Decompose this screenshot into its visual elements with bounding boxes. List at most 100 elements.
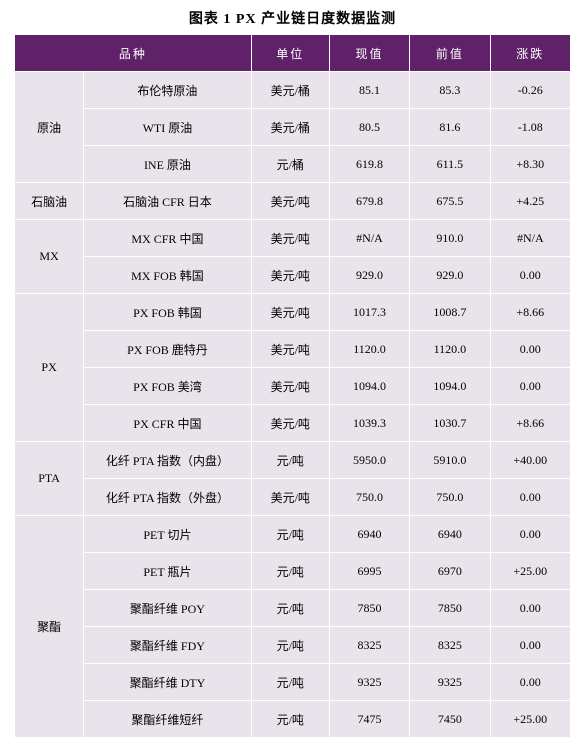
category-cell: 石脑油: [15, 183, 84, 220]
table-row: PX CFR 中国美元/吨1039.31030.7+8.66: [15, 405, 571, 442]
unit-cell: 美元/吨: [251, 183, 329, 220]
table-row: PXPX FOB 韩国美元/吨1017.31008.7+8.66: [15, 294, 571, 331]
item-cell: PX FOB 鹿特丹: [84, 331, 251, 368]
previous-cell: 6970: [410, 553, 490, 590]
current-cell: 1120.0: [329, 331, 409, 368]
item-cell: 化纤 PTA 指数（外盘）: [84, 479, 251, 516]
previous-cell: 611.5: [410, 146, 490, 183]
unit-cell: 元/吨: [251, 664, 329, 701]
change-cell: +25.00: [490, 701, 570, 738]
unit-cell: 美元/吨: [251, 294, 329, 331]
table-row: 聚酯PET 切片元/吨694069400.00: [15, 516, 571, 553]
item-cell: PX FOB 韩国: [84, 294, 251, 331]
previous-cell: 8325: [410, 627, 490, 664]
category-cell: PTA: [15, 442, 84, 516]
change-cell: #N/A: [490, 220, 570, 257]
unit-cell: 美元/吨: [251, 368, 329, 405]
change-cell: -0.26: [490, 72, 570, 109]
previous-cell: 1120.0: [410, 331, 490, 368]
change-cell: +8.30: [490, 146, 570, 183]
change-cell: 0.00: [490, 516, 570, 553]
table-container: 图表 1 PX 产业链日度数据监测 品种 单位 现值 前值 涨跌 原油布伦特原油…: [0, 0, 585, 752]
item-cell: 聚酯纤维 POY: [84, 590, 251, 627]
change-cell: 0.00: [490, 368, 570, 405]
current-cell: #N/A: [329, 220, 409, 257]
unit-cell: 美元/吨: [251, 257, 329, 294]
table-header-row: 品种 单位 现值 前值 涨跌: [15, 35, 571, 72]
current-cell: 7850: [329, 590, 409, 627]
item-cell: 聚酯纤维 FDY: [84, 627, 251, 664]
table-row: 聚酯纤维 FDY元/吨832583250.00: [15, 627, 571, 664]
previous-cell: 81.6: [410, 109, 490, 146]
current-cell: 80.5: [329, 109, 409, 146]
previous-cell: 7450: [410, 701, 490, 738]
category-cell: 聚酯: [15, 516, 84, 738]
item-cell: PX FOB 美湾: [84, 368, 251, 405]
col-header-current: 现值: [329, 35, 409, 72]
item-cell: INE 原油: [84, 146, 251, 183]
change-cell: 0.00: [490, 331, 570, 368]
data-table: 品种 单位 现值 前值 涨跌 原油布伦特原油美元/桶85.185.3-0.26W…: [14, 34, 571, 738]
item-cell: WTI 原油: [84, 109, 251, 146]
current-cell: 679.8: [329, 183, 409, 220]
item-cell: 石脑油 CFR 日本: [84, 183, 251, 220]
table-row: PX FOB 鹿特丹美元/吨1120.01120.00.00: [15, 331, 571, 368]
table-body: 原油布伦特原油美元/桶85.185.3-0.26WTI 原油美元/桶80.581…: [15, 72, 571, 738]
previous-cell: 6940: [410, 516, 490, 553]
change-cell: +8.66: [490, 405, 570, 442]
current-cell: 85.1: [329, 72, 409, 109]
unit-cell: 元/吨: [251, 590, 329, 627]
current-cell: 6995: [329, 553, 409, 590]
col-header-unit: 单位: [251, 35, 329, 72]
current-cell: 929.0: [329, 257, 409, 294]
change-cell: 0.00: [490, 627, 570, 664]
change-cell: -1.08: [490, 109, 570, 146]
unit-cell: 元/吨: [251, 442, 329, 479]
table-row: 聚酯纤维短纤元/吨74757450+25.00: [15, 701, 571, 738]
table-row: PTA化纤 PTA 指数（内盘）元/吨5950.05910.0+40.00: [15, 442, 571, 479]
unit-cell: 美元/吨: [251, 220, 329, 257]
item-cell: MX FOB 韩国: [84, 257, 251, 294]
item-cell: 布伦特原油: [84, 72, 251, 109]
current-cell: 1094.0: [329, 368, 409, 405]
current-cell: 750.0: [329, 479, 409, 516]
table-row: INE 原油元/桶619.8611.5+8.30: [15, 146, 571, 183]
current-cell: 9325: [329, 664, 409, 701]
table-row: MX FOB 韩国美元/吨929.0929.00.00: [15, 257, 571, 294]
current-cell: 8325: [329, 627, 409, 664]
item-cell: PX CFR 中国: [84, 405, 251, 442]
change-cell: +8.66: [490, 294, 570, 331]
table-row: 原油布伦特原油美元/桶85.185.3-0.26: [15, 72, 571, 109]
previous-cell: 1094.0: [410, 368, 490, 405]
current-cell: 7475: [329, 701, 409, 738]
item-cell: PET 瓶片: [84, 553, 251, 590]
previous-cell: 929.0: [410, 257, 490, 294]
unit-cell: 美元/吨: [251, 479, 329, 516]
change-cell: +40.00: [490, 442, 570, 479]
col-header-change: 涨跌: [490, 35, 570, 72]
change-cell: 0.00: [490, 590, 570, 627]
change-cell: +4.25: [490, 183, 570, 220]
table-row: 聚酯纤维 POY元/吨785078500.00: [15, 590, 571, 627]
previous-cell: 7850: [410, 590, 490, 627]
unit-cell: 美元/桶: [251, 72, 329, 109]
previous-cell: 1008.7: [410, 294, 490, 331]
current-cell: 619.8: [329, 146, 409, 183]
unit-cell: 美元/吨: [251, 331, 329, 368]
change-cell: 0.00: [490, 257, 570, 294]
unit-cell: 元/吨: [251, 627, 329, 664]
current-cell: 6940: [329, 516, 409, 553]
unit-cell: 美元/桶: [251, 109, 329, 146]
table-title: 图表 1 PX 产业链日度数据监测: [14, 8, 571, 28]
table-row: MXMX CFR 中国美元/吨#N/A910.0#N/A: [15, 220, 571, 257]
table-row: WTI 原油美元/桶80.581.6-1.08: [15, 109, 571, 146]
previous-cell: 5910.0: [410, 442, 490, 479]
previous-cell: 85.3: [410, 72, 490, 109]
item-cell: 聚酯纤维 DTY: [84, 664, 251, 701]
current-cell: 5950.0: [329, 442, 409, 479]
table-row: PX FOB 美湾美元/吨1094.01094.00.00: [15, 368, 571, 405]
category-cell: PX: [15, 294, 84, 442]
item-cell: MX CFR 中国: [84, 220, 251, 257]
col-header-variety: 品种: [15, 35, 252, 72]
item-cell: 化纤 PTA 指数（内盘）: [84, 442, 251, 479]
